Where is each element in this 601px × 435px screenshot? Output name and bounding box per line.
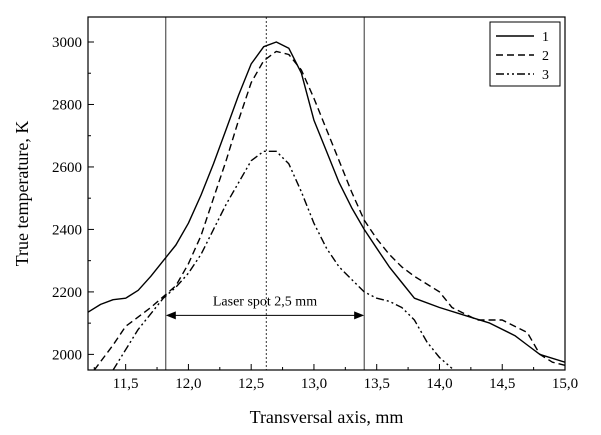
- legend: 1 2 3: [489, 21, 561, 87]
- x-tick-label: 14,5: [489, 376, 515, 392]
- x-tick-label: 14,0: [426, 376, 452, 392]
- y-tick-label: 2200: [52, 285, 82, 301]
- y-axis-label: True temperature, K: [12, 121, 32, 267]
- arrowhead-right: [354, 311, 365, 320]
- x-tick-label: 12,0: [175, 376, 201, 392]
- axis-ticks: 11,5 12,0 12,5 13,0 13,5 14,0 14,5 15,0 2000 2200…: [52, 35, 578, 392]
- x-tick-label: 11,5: [113, 376, 139, 392]
- legend-box: [489, 21, 561, 87]
- plot-frame: [87, 16, 566, 371]
- y-tick-label: 2800: [52, 97, 82, 113]
- annotation-label: Laser spot 2,5 mm: [213, 294, 317, 309]
- x-tick-label: 13,0: [301, 376, 327, 392]
- x-tick-label: 12,5: [238, 376, 264, 392]
- y-tick-label: 2400: [52, 222, 82, 238]
- arrowhead-left: [165, 311, 176, 320]
- y-tick-label: 2600: [52, 160, 82, 176]
- x-tick-label: 13,5: [364, 376, 390, 392]
- y-tick-label: 3000: [52, 35, 82, 51]
- laser-spot-annotation: Laser spot 2,5 mm: [165, 294, 365, 320]
- legend-label-3: 3: [542, 68, 549, 83]
- legend-label-2: 2: [542, 49, 549, 64]
- legend-label-1: 1: [542, 30, 549, 45]
- series-line-1: [88, 41, 565, 363]
- reference-lines: [165, 17, 365, 370]
- series-line-3: [112, 150, 453, 370]
- series-line-2: [93, 50, 565, 370]
- series-lines: [88, 41, 565, 370]
- x-tick-label: 15,0: [552, 376, 578, 392]
- y-tick-label: 2000: [52, 347, 82, 363]
- x-axis-label: Transversal axis, mm: [250, 407, 404, 427]
